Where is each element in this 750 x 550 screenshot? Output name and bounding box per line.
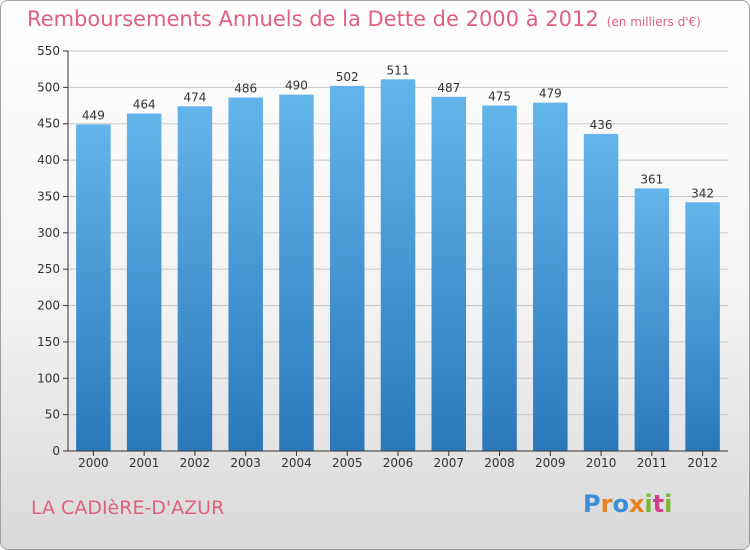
logo-letter: t: [652, 490, 665, 518]
bar-2010: [583, 133, 619, 451]
data-label: 361: [640, 172, 663, 186]
y-tick-label: 400: [37, 153, 60, 167]
proxiti-logo: Proxiti: [583, 490, 672, 518]
bar-2005: [329, 85, 365, 451]
bar-2004: [279, 94, 314, 452]
bar-2008: [482, 105, 517, 451]
bar-2011: [634, 188, 670, 452]
data-label: 490: [285, 79, 308, 93]
bar-2000: [76, 124, 111, 452]
x-tick-label: 2012: [687, 456, 718, 470]
x-tick-label: 2004: [281, 456, 312, 470]
logo-letter: i: [664, 490, 673, 518]
x-tick-label: 2009: [535, 456, 566, 470]
y-tick-label: 350: [37, 189, 60, 203]
axes: 0 50 100 150 200 250 300 350 400 450 500 550 2000 200…: [37, 44, 728, 470]
y-tick-label: 200: [37, 299, 60, 313]
logo-letter: r: [600, 490, 613, 518]
bars: 449 464 474 486 490 502 511 487 475 479 436 361 342: [76, 63, 720, 452]
x-tick-label: 2006: [383, 456, 414, 470]
y-tick-label: 50: [45, 408, 60, 422]
bar-2009: [533, 102, 568, 452]
title-text: Remboursements Annuels de la Dette de 20…: [27, 7, 599, 31]
x-tick-label: 2008: [484, 456, 515, 470]
data-label: 474: [183, 90, 206, 104]
y-tick-label: 300: [37, 226, 60, 240]
data-label: 436: [590, 118, 613, 132]
chart-title: Remboursements Annuels de la Dette de 20…: [27, 7, 701, 31]
bar-2001: [126, 113, 162, 451]
data-label: 475: [488, 90, 511, 104]
x-tick-label: 2003: [230, 456, 261, 470]
unit-note: (en milliers d'€): [606, 15, 701, 29]
logo-letter: x: [628, 490, 645, 518]
bar-2002: [177, 106, 213, 451]
data-label: 464: [133, 98, 156, 112]
bar-2003: [228, 97, 263, 451]
x-tick-label: 2010: [586, 456, 617, 470]
y-tick-label: 100: [37, 371, 60, 385]
x-tick-label: 2005: [332, 456, 363, 470]
x-tick-label: 2011: [637, 456, 668, 470]
y-tick-label: 500: [37, 80, 60, 94]
bar-2006: [380, 79, 416, 451]
data-label: 449: [82, 108, 105, 122]
data-label: 479: [539, 87, 562, 101]
y-tick-label: 550: [37, 44, 60, 58]
logo-letter: o: [612, 490, 629, 518]
x-tick-label: 2000: [78, 456, 109, 470]
data-label: 502: [336, 70, 359, 84]
y-tick-label: 450: [37, 117, 60, 131]
x-tick-label: 2007: [433, 456, 464, 470]
logo-letter: i: [644, 490, 653, 518]
y-tick-label: 150: [37, 335, 60, 349]
x-tick-label: 2002: [180, 456, 211, 470]
city-name: LA CADIèRE-D'AZUR: [31, 497, 225, 519]
bar-2007: [431, 96, 467, 452]
data-label: 342: [691, 186, 714, 200]
data-label: 511: [387, 63, 410, 77]
data-label: 487: [437, 81, 460, 95]
data-label: 486: [234, 82, 257, 96]
logo-letter: P: [583, 490, 601, 518]
y-tick-label: 250: [37, 262, 60, 276]
y-tick-label: 0: [52, 444, 60, 458]
x-tick-label: 2001: [129, 456, 160, 470]
bar-2012: [685, 202, 720, 451]
